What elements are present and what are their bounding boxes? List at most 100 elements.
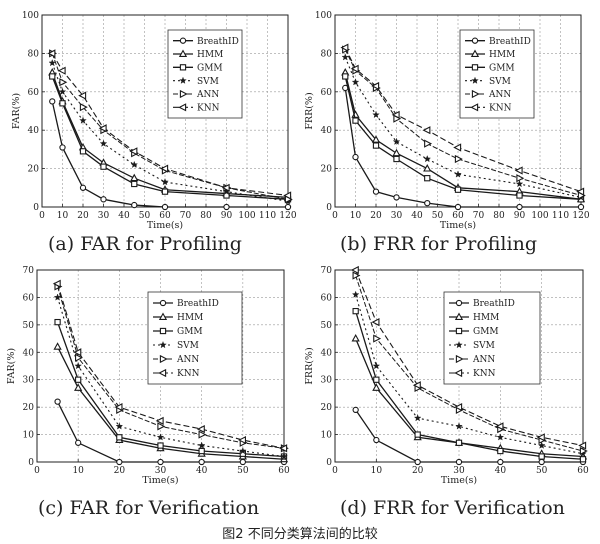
chart-d-legend-entry-knn: KNN — [449, 368, 496, 379]
chart-b-series-breathid-line — [344, 87, 581, 208]
chart-c-x-axis-label: Time(s) — [142, 475, 178, 486]
chart-b-x-tick-label: 80 — [493, 211, 505, 221]
chart-d-y-tick-label: 50 — [321, 321, 333, 331]
chart-a-legend-marker — [178, 49, 188, 57]
chart-b-y-axis-label: FRR(%) — [304, 92, 315, 129]
chart-d-y-tick-label: 70 — [321, 266, 333, 276]
chart-b-x-tick-label: 110 — [552, 211, 569, 221]
chart-c-series-knn-point — [279, 444, 288, 453]
figure-caption: 图2 不同分类算法间的比较 — [222, 527, 378, 542]
chart-d-legend: BreathID HMM GMM SVM ANN KNN — [443, 291, 541, 385]
chart-d-legend-box — [443, 291, 541, 385]
chart-c-legend-label: HMM — [177, 313, 203, 323]
chart-c-series-gmm-point — [198, 447, 205, 455]
chart-c-series-breathid-point — [239, 458, 246, 466]
chart-d-series-knn-point — [412, 381, 421, 390]
chart-c-series-knn-point — [196, 424, 205, 434]
chart-a-x-tick-label: 110 — [259, 211, 276, 221]
chart-b: 0 10 20 30 40 50 60 70 80 90 100 110 120 0 20 40 60 80 100… — [304, 11, 590, 231]
chart-b-series-svm-point — [372, 110, 380, 119]
chart-b-series-svm-line — [344, 57, 582, 198]
chart-b-series-ann-point — [454, 154, 463, 164]
chart-d-x-tick-label: 0 — [332, 466, 338, 476]
chart-c-legend-marker — [159, 354, 168, 364]
chart-a-series-breathid-point — [284, 203, 292, 211]
chart-b-series-gmm-point — [342, 73, 349, 80]
chart-a-series-knn-point — [129, 147, 138, 156]
chart-d-series-gmm-point — [414, 431, 421, 438]
chart-c-y-tick-label: 50 — [23, 321, 35, 331]
chart-d-series-knn-point — [578, 441, 587, 450]
chart-c-series-gmm-point — [54, 318, 61, 326]
chart-d-legend-marker — [454, 312, 464, 320]
chart-a-y-tick-label: 40 — [28, 126, 40, 136]
chart-a-x-tick-label: 10 — [57, 211, 69, 221]
chart-a-x-tick-label: 30 — [98, 211, 110, 221]
caption-a: (a) FAR for Profiling — [48, 233, 242, 255]
chart-d-series-svm-point — [455, 422, 463, 430]
chart-b-series-hmm-point — [371, 135, 381, 143]
chart-b-series-ann-line — [344, 49, 582, 196]
chart-d-series-gmm-point — [373, 376, 380, 383]
chart-b-series-svm-point — [515, 179, 524, 188]
chart-c-y-tick-label: 10 — [23, 431, 35, 441]
chart-c-x-tick-label: 40 — [196, 466, 208, 476]
chart-c-legend-marker — [158, 312, 168, 320]
chart-a-series-knn-point — [160, 164, 169, 173]
chart-c-x-tick-label: 30 — [155, 466, 167, 476]
chart-a-series-knn-point — [78, 91, 87, 100]
chart-d-series-breathid — [352, 406, 587, 466]
chart-c-series-hmm-point — [53, 342, 62, 350]
chart-a-legend-box — [167, 29, 243, 119]
chart-b-series-ann-point — [424, 139, 433, 148]
chart-d-legend-label: HMM — [473, 313, 499, 323]
chart-c-legend-entry-ann: ANN — [153, 354, 199, 365]
chart-d-series-breathid-point — [414, 458, 421, 466]
chart-d-series-knn — [350, 265, 587, 450]
chart-b-legend-entry-breathid: BreathID — [465, 37, 531, 47]
chart-a-series-knn-point — [57, 66, 66, 75]
chart-a-series-breathid-point — [161, 203, 169, 211]
chart-d-x-tick-label: 40 — [495, 466, 507, 476]
chart-a-series-knn-line — [51, 53, 289, 197]
chart-d-series-knn-point — [454, 403, 463, 412]
chart-c-series-knn-point — [73, 348, 82, 357]
chart-a-y-tick-label: 0 — [33, 203, 39, 213]
chart-a-series-gmm-point — [100, 163, 107, 170]
chart-b-legend-marker — [471, 76, 479, 84]
chart-a-x-tick-label: 20 — [77, 211, 89, 221]
chart-b-legend-entry-knn: KNN — [465, 103, 512, 114]
chart-a-legend-marker — [179, 76, 187, 84]
chart-a-series-breathid-point — [131, 201, 138, 209]
chart-a-series-svm-point — [130, 160, 139, 168]
chart-b-legend-label: SVM — [489, 77, 511, 87]
chart-c-series-hmm-point — [74, 383, 83, 391]
chart-b-x-tick-label: 40 — [411, 211, 423, 221]
chart-a-legend-label: ANN — [196, 90, 219, 100]
chart-b-x-tick-label: 50 — [432, 211, 444, 221]
chart-b-series-hmm-point — [423, 164, 432, 172]
chart-c-legend-box — [147, 291, 243, 385]
chart-a-x-tick-label: 90 — [221, 211, 233, 221]
chart-a-y-tick-label: 100 — [22, 11, 39, 21]
chart-d-legend-marker — [455, 327, 463, 335]
chart-b-series-breathid-point — [577, 203, 585, 211]
chart-a-legend-entry-knn: KNN — [173, 103, 220, 114]
chart-b-series-breathid-point — [424, 200, 431, 207]
chart-c-x-tick-label: 60 — [278, 466, 290, 476]
chart-c-legend-entry-gmm: GMM — [153, 327, 203, 337]
chart-a-series-breathid-point — [79, 184, 87, 191]
chart-c-series-gmm-point — [116, 434, 123, 441]
chart-a-y-tick-label: 20 — [28, 165, 40, 175]
chart-b-series-knn-point — [422, 126, 431, 135]
chart-b-legend-label: HMM — [489, 50, 515, 60]
chart-a-series-breathid-point — [100, 196, 107, 203]
chart-b-legend-marker — [470, 103, 479, 112]
chart-d-series-svm-point — [413, 414, 422, 422]
chart-d-legend-entry-gmm: GMM — [449, 327, 499, 337]
chart-b-series-svm-point — [341, 53, 350, 61]
chart-b-series-knn — [340, 43, 585, 196]
chart-a-legend-label: GMM — [197, 64, 223, 74]
chart-d-series-svm — [351, 290, 587, 457]
chart-a-legend-entry-hmm: HMM — [173, 49, 223, 60]
